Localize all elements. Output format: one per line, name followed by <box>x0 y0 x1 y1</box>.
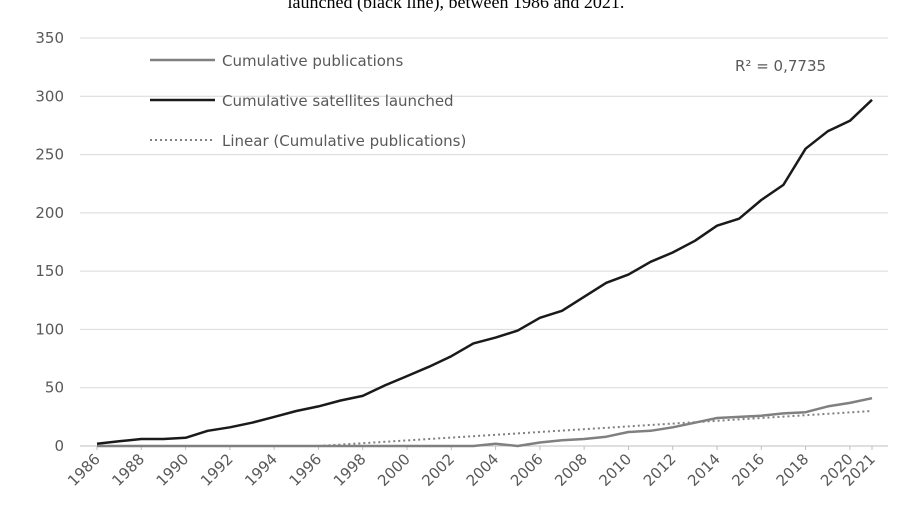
series-line <box>96 98 873 445</box>
y-tick-label: 250 <box>35 146 64 164</box>
y-tick-label: 350 <box>35 29 64 47</box>
x-tick-label: 1990 <box>153 450 193 490</box>
legend-label: Cumulative publications <box>222 52 403 70</box>
x-tick-label: 2000 <box>374 450 414 490</box>
series-line <box>97 396 873 448</box>
x-tick-label: 1992 <box>197 450 237 490</box>
legend-label: Cumulative satellites launched <box>222 92 454 110</box>
x-tick-label: 1994 <box>241 450 281 490</box>
y-tick-label: 50 <box>45 379 64 397</box>
y-tick-label: 150 <box>35 262 64 280</box>
x-tick-label: 2006 <box>507 450 547 490</box>
series-line <box>318 410 873 447</box>
annotation: R² = 0,7735 <box>735 57 826 75</box>
y-tick-label: 100 <box>35 320 64 338</box>
chart-title: launched (black line), between 1986 and … <box>288 0 625 13</box>
x-tick-label: 1986 <box>64 450 104 490</box>
x-tick-label: 2012 <box>640 450 680 490</box>
x-tick-label: 2014 <box>684 450 724 490</box>
x-tick-label: 1996 <box>286 450 326 490</box>
y-tick-label: 300 <box>35 87 64 105</box>
x-tick-label: 2018 <box>773 450 813 490</box>
x-tick-label: 1998 <box>330 450 370 490</box>
x-tick-label: 2008 <box>551 450 591 490</box>
x-tick-label: 2004 <box>463 450 503 490</box>
y-tick-label: 0 <box>54 437 64 455</box>
x-tick-label: 2010 <box>596 450 636 490</box>
legend-label: Linear (Cumulative publications) <box>222 132 466 150</box>
y-tick-label: 200 <box>35 204 64 222</box>
x-tick-label: 2002 <box>418 450 458 490</box>
x-tick-label: 2016 <box>728 450 768 490</box>
x-tick-label: 1988 <box>108 450 148 490</box>
